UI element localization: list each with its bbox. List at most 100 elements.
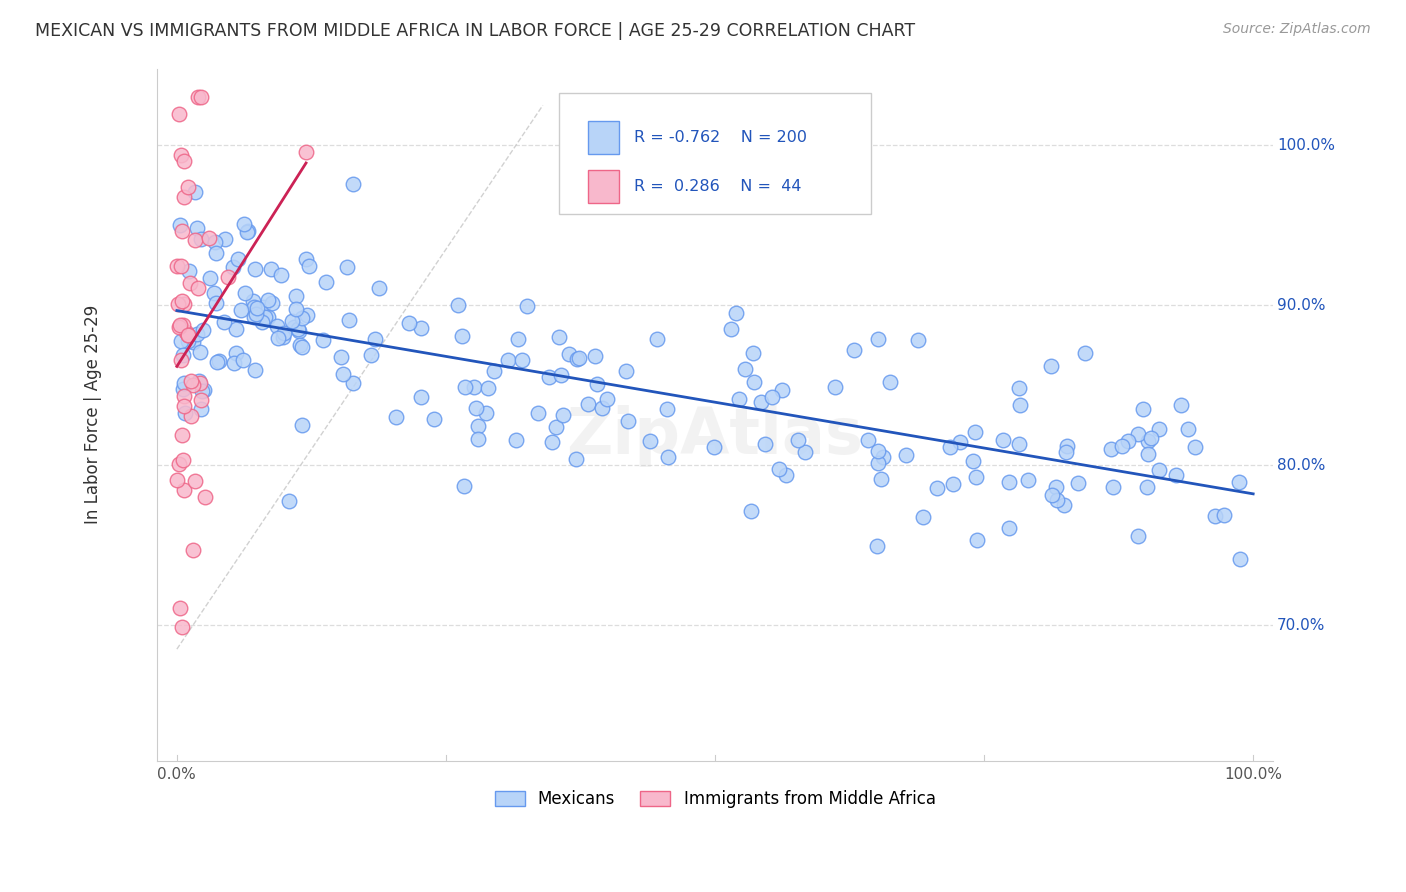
Point bbox=[1140, 431, 1163, 445]
Point bbox=[423, 412, 446, 426]
Legend: Mexicans, Immigrants from Middle Africa: Mexicans, Immigrants from Middle Africa bbox=[488, 784, 942, 815]
FancyBboxPatch shape bbox=[560, 93, 872, 214]
Point bbox=[170, 294, 193, 309]
Point bbox=[553, 409, 575, 423]
Point bbox=[793, 445, 815, 459]
Point bbox=[174, 406, 197, 420]
Point bbox=[180, 409, 202, 424]
Point bbox=[298, 259, 321, 273]
Point bbox=[927, 481, 949, 495]
Point bbox=[170, 224, 193, 238]
Point bbox=[254, 310, 277, 325]
Point bbox=[173, 376, 195, 391]
Point bbox=[194, 490, 217, 504]
Point bbox=[484, 364, 506, 378]
Point bbox=[1136, 480, 1159, 494]
Point bbox=[236, 225, 259, 239]
Point bbox=[217, 270, 239, 285]
Point bbox=[1074, 346, 1097, 360]
Point bbox=[187, 374, 209, 388]
Text: 100.0%: 100.0% bbox=[1225, 767, 1282, 782]
Point bbox=[232, 353, 254, 368]
Point bbox=[506, 332, 529, 346]
Point bbox=[997, 521, 1019, 535]
Point bbox=[866, 539, 889, 553]
Point bbox=[734, 362, 756, 376]
Point bbox=[567, 351, 589, 366]
Text: R =  0.286    N =  44: R = 0.286 N = 44 bbox=[634, 178, 801, 194]
Point bbox=[267, 331, 290, 345]
Point bbox=[176, 328, 198, 343]
Point bbox=[273, 330, 295, 344]
Point bbox=[266, 318, 288, 333]
Point bbox=[1204, 508, 1226, 523]
Point bbox=[221, 260, 243, 274]
Point bbox=[463, 380, 485, 394]
Point bbox=[1136, 447, 1159, 461]
Point bbox=[169, 318, 191, 332]
Point bbox=[742, 346, 765, 360]
Point bbox=[245, 307, 267, 321]
Point bbox=[907, 333, 929, 347]
Point bbox=[1053, 498, 1076, 512]
Point bbox=[283, 320, 305, 334]
FancyBboxPatch shape bbox=[588, 121, 619, 154]
Point bbox=[1099, 442, 1122, 456]
Point bbox=[336, 260, 359, 275]
Point bbox=[188, 376, 211, 391]
Point bbox=[965, 425, 987, 440]
Point bbox=[291, 311, 314, 326]
Point bbox=[411, 321, 433, 335]
Point bbox=[184, 233, 207, 247]
Point bbox=[312, 333, 335, 347]
Point bbox=[453, 479, 475, 493]
Point bbox=[1054, 445, 1077, 459]
Point bbox=[842, 343, 865, 358]
Point bbox=[222, 356, 245, 370]
Point bbox=[770, 383, 793, 397]
Point bbox=[962, 453, 984, 467]
Point bbox=[176, 179, 198, 194]
Point bbox=[179, 781, 201, 796]
Point bbox=[1126, 427, 1149, 442]
Point bbox=[787, 433, 810, 447]
Point bbox=[640, 434, 662, 448]
Text: Source: ZipAtlas.com: Source: ZipAtlas.com bbox=[1223, 22, 1371, 37]
Point bbox=[229, 302, 252, 317]
Point bbox=[724, 306, 747, 320]
Point bbox=[761, 391, 783, 405]
Point bbox=[1008, 381, 1031, 395]
Point bbox=[541, 434, 564, 449]
Point bbox=[912, 509, 935, 524]
Point bbox=[527, 406, 550, 420]
Point bbox=[576, 396, 599, 410]
Point bbox=[496, 353, 519, 368]
Point bbox=[1116, 434, 1139, 449]
Text: 80.0%: 80.0% bbox=[1277, 458, 1326, 473]
Point bbox=[1170, 398, 1192, 412]
Point bbox=[173, 297, 195, 311]
Point bbox=[1111, 439, 1133, 453]
Point bbox=[288, 324, 311, 338]
Text: ZipAtlas: ZipAtlas bbox=[567, 405, 863, 467]
Point bbox=[558, 346, 581, 360]
Point bbox=[273, 326, 295, 341]
Point bbox=[193, 383, 215, 397]
Point bbox=[179, 276, 201, 290]
Point bbox=[1008, 437, 1031, 451]
Point bbox=[291, 418, 314, 433]
Point bbox=[191, 323, 214, 337]
Point bbox=[166, 473, 188, 487]
Point bbox=[464, 401, 486, 415]
Point bbox=[187, 90, 209, 104]
Point bbox=[585, 349, 607, 363]
Point bbox=[295, 308, 318, 322]
Point bbox=[775, 468, 797, 483]
Point bbox=[398, 316, 420, 330]
Point bbox=[505, 434, 527, 448]
FancyBboxPatch shape bbox=[588, 169, 619, 202]
Point bbox=[166, 260, 188, 274]
Point bbox=[1227, 475, 1250, 489]
Point bbox=[1166, 468, 1188, 483]
Point bbox=[866, 456, 889, 470]
